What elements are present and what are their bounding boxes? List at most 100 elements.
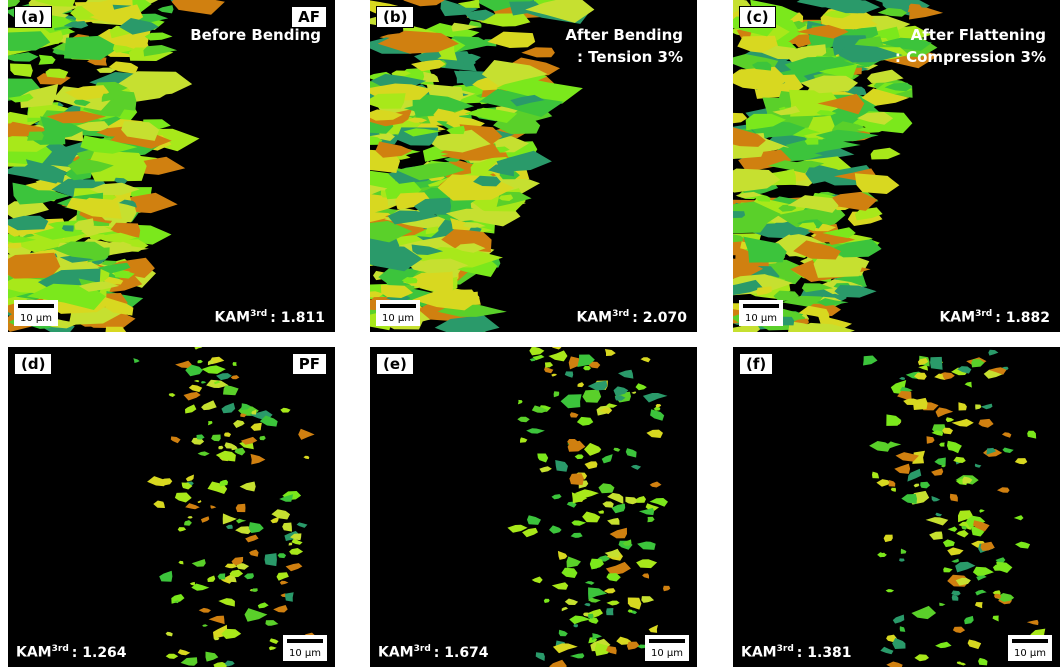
grain <box>636 496 646 503</box>
grain <box>646 430 663 438</box>
grain <box>221 403 235 414</box>
grain <box>231 375 240 379</box>
scale-label: 10 μm <box>376 313 420 324</box>
grain <box>631 465 641 470</box>
grain <box>27 132 44 141</box>
grain <box>545 362 553 367</box>
grain <box>869 441 891 452</box>
grain <box>569 616 591 625</box>
grain <box>975 464 982 468</box>
grain <box>650 482 662 488</box>
grain <box>636 383 647 390</box>
grain <box>584 603 590 606</box>
grain <box>978 419 993 428</box>
grain <box>975 590 987 596</box>
kam-map <box>8 347 335 667</box>
grain <box>565 599 578 606</box>
grain <box>918 365 928 371</box>
grain <box>536 652 545 661</box>
grain <box>598 483 614 493</box>
grain <box>942 428 953 434</box>
grain <box>606 608 613 615</box>
grain <box>522 528 538 537</box>
grain <box>953 627 965 633</box>
grain <box>251 454 266 465</box>
grain <box>584 443 601 456</box>
grain <box>1002 448 1013 454</box>
grain <box>943 567 953 572</box>
kam-name: KAM <box>378 645 414 661</box>
grain <box>914 654 929 661</box>
grain <box>273 605 288 613</box>
grain <box>953 457 966 463</box>
grain <box>647 517 654 523</box>
grain <box>607 518 619 525</box>
grain <box>171 436 181 443</box>
grain <box>955 562 975 573</box>
grain <box>958 402 967 410</box>
grain <box>223 513 237 524</box>
grain <box>975 602 983 608</box>
grain <box>201 381 206 384</box>
grain <box>184 520 192 526</box>
kam-number: : 1.882 <box>995 310 1050 326</box>
grain <box>975 404 981 409</box>
grain <box>900 626 906 632</box>
grain <box>931 468 943 476</box>
grain <box>218 598 235 607</box>
grain <box>109 61 139 74</box>
panel-label: (c) <box>739 6 776 28</box>
grain <box>166 654 179 659</box>
panel: (d)PFKAM3rd: 1.26410 μm <box>8 347 335 667</box>
grain <box>899 558 905 561</box>
grain <box>964 616 974 624</box>
grain <box>209 616 225 625</box>
grain <box>178 561 183 565</box>
grain <box>891 488 896 492</box>
grain <box>251 588 258 592</box>
grain <box>920 482 930 489</box>
grain <box>194 347 202 350</box>
grain <box>1027 620 1039 625</box>
grain <box>236 504 246 512</box>
grain <box>197 434 205 439</box>
grain <box>285 592 294 601</box>
grain <box>585 461 598 469</box>
grain <box>548 350 567 361</box>
grain <box>602 454 613 463</box>
grain <box>529 347 544 355</box>
grain <box>521 47 555 57</box>
scale-bar: 10 μm <box>283 635 327 661</box>
scale-bar: 10 μm <box>645 635 689 661</box>
grain <box>532 577 543 584</box>
grain <box>175 493 192 503</box>
grain <box>236 519 246 524</box>
grain <box>202 624 208 627</box>
grain <box>893 615 905 624</box>
grain <box>211 435 221 442</box>
panel-label: (e) <box>376 353 414 375</box>
scale-line <box>287 639 323 643</box>
grain <box>158 5 174 13</box>
caption-line: Before Bending <box>190 24 321 46</box>
panel-label: (f) <box>739 353 773 375</box>
scale-line <box>1012 639 1048 643</box>
kam-name: KAM <box>741 645 777 661</box>
grain <box>570 653 585 658</box>
figure: (a)AFBefore BendingKAM3rd: 1.81110 μm(b)… <box>0 0 1060 667</box>
grain <box>965 382 972 388</box>
grain <box>606 562 631 575</box>
grain <box>186 475 194 482</box>
grain <box>935 513 942 517</box>
scale-bar: 10 μm <box>376 300 420 326</box>
kam-value: KAM3rd: 1.674 <box>378 644 489 661</box>
grain <box>663 586 670 591</box>
panel: (a)AFBefore BendingKAM3rd: 1.81110 μm <box>8 0 335 332</box>
grain <box>558 551 568 560</box>
caption-line: After Bending <box>565 24 683 46</box>
grain <box>978 658 987 666</box>
grain <box>606 573 620 581</box>
grain <box>223 385 239 395</box>
grain <box>1015 458 1028 464</box>
grain <box>527 515 541 525</box>
